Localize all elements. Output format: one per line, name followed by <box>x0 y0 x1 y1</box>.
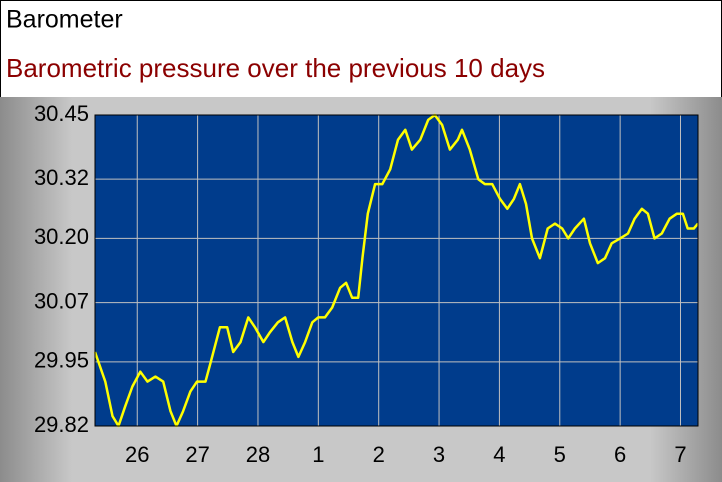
chart-subtitle: Barometric pressure over the previous 10… <box>6 53 545 83</box>
plot-area <box>94 114 699 427</box>
chart-title: Barometer <box>6 6 123 34</box>
x-tick-label: 3 <box>433 442 445 467</box>
x-tick-label: 7 <box>674 442 686 467</box>
y-tick-label: 30.45 <box>34 101 89 126</box>
x-tick-label: 27 <box>185 442 209 467</box>
pressure-line <box>93 113 699 428</box>
x-tick-label: 5 <box>554 442 566 467</box>
x-tick-label: 28 <box>246 442 270 467</box>
y-tick-label: 29.95 <box>34 348 89 373</box>
x-tick-label: 2 <box>373 442 385 467</box>
x-tick-label: 26 <box>125 442 149 467</box>
x-tick-label: 4 <box>493 442 505 467</box>
y-tick-label: 30.20 <box>34 224 89 249</box>
plot-border <box>94 114 699 427</box>
x-tick-label: 1 <box>312 442 324 467</box>
header <box>0 0 722 98</box>
y-tick-label: 29.82 <box>34 412 89 437</box>
x-tick-label: 6 <box>614 442 626 467</box>
y-tick-label: 30.32 <box>34 165 89 190</box>
y-tick-label: 30.07 <box>34 288 89 313</box>
